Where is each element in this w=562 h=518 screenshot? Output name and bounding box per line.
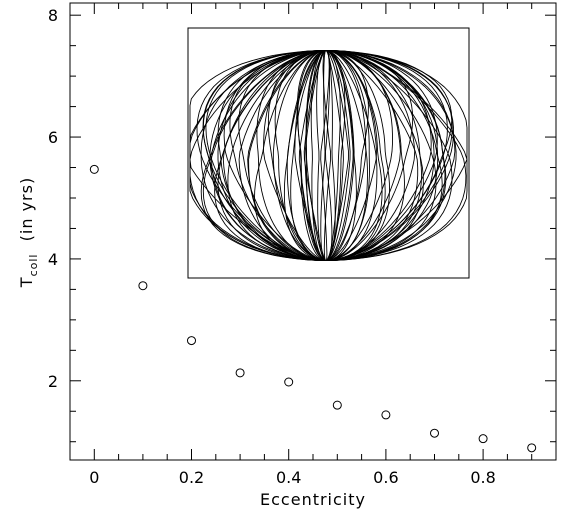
- data-point: [430, 428, 439, 438]
- data-point: [284, 377, 294, 387]
- x-tick-label: 0.4: [276, 468, 301, 487]
- y-tick-label: 6: [48, 128, 58, 147]
- data-point: [527, 443, 537, 453]
- data-point: [89, 164, 99, 174]
- y-tick-label: 4: [48, 250, 58, 269]
- ticks-layer: 0 0.2 0.4 0.6 0.8 2 4 6 8: [48, 3, 557, 487]
- y-tick-label: 8: [48, 6, 58, 25]
- data-point: [187, 336, 196, 346]
- x-axis-label: Eccentricity: [260, 490, 366, 509]
- y-axis-label: Tcoll (in yrs): [17, 177, 40, 288]
- data-point: [381, 410, 391, 420]
- x-tick-label: 0.8: [470, 468, 495, 487]
- inset-orbit-plot: [187, 27, 470, 279]
- y-tick-label: 2: [48, 372, 58, 391]
- x-tick-label: 0: [89, 468, 99, 487]
- y-axis-label-main: T: [17, 276, 36, 288]
- orbit-loop: [305, 50, 341, 261]
- data-point: [138, 281, 148, 291]
- y-axis-label-rest: (in yrs): [17, 177, 36, 254]
- inset-frame: [187, 27, 470, 279]
- data-point: [332, 400, 342, 410]
- x-tick-label: 0.2: [179, 468, 204, 487]
- data-point: [478, 434, 488, 444]
- data-point: [235, 368, 245, 378]
- points-layer: [89, 164, 537, 453]
- x-tick-label: 0.6: [373, 468, 398, 487]
- y-axis-label-sub: coll: [27, 254, 40, 277]
